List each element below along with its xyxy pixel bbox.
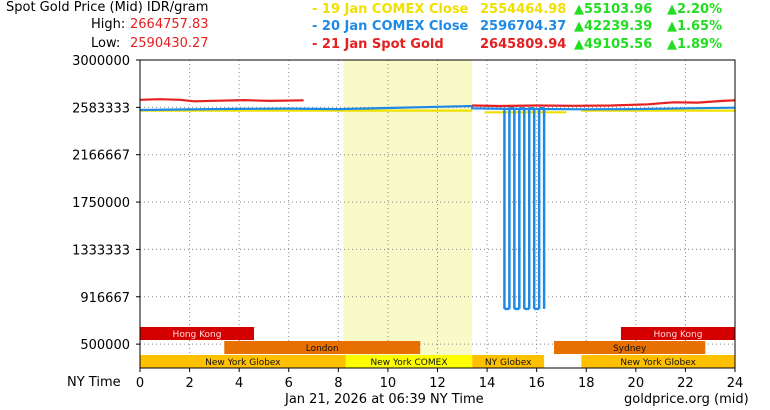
session-bar [140, 327, 255, 340]
series-line-3 [139, 98, 736, 108]
session-bar [620, 327, 735, 340]
session-label: New York Globex [205, 358, 281, 368]
y-tick-label: 916667 [80, 291, 130, 306]
x-tick-label: 8 [334, 376, 342, 391]
y-tick-label: 2583333 [72, 101, 130, 116]
session-label: London [306, 344, 339, 354]
source-credit: goldprice.org (mid) [624, 392, 749, 407]
x-tick-label: 16 [528, 376, 545, 391]
session-bar [140, 355, 346, 368]
x-tick-label: 0 [136, 376, 144, 391]
x-tick-label: 12 [429, 376, 446, 391]
legend-change-20jan: ▲42239.39 [574, 19, 653, 34]
y-tick-label: 2166667 [72, 149, 130, 164]
series-line-2 [139, 104, 736, 112]
session-bar [224, 341, 421, 354]
legend-pct-21jan: ▲1.89% [667, 37, 723, 52]
session-bar [472, 355, 545, 368]
session-label: Hong Kong [654, 330, 703, 340]
session-bar [554, 341, 706, 354]
x-axis-title: NY Time [67, 375, 121, 390]
low-label: Low: [91, 36, 121, 51]
y-tick-label: 3000000 [72, 54, 130, 69]
low-value: 2590430.27 [130, 36, 209, 51]
x-tick-label: 14 [479, 376, 496, 391]
session-label: NY Globex [485, 358, 532, 368]
x-tick-label: 4 [235, 376, 243, 391]
legend-label-21jan: - 21 Jan Spot Gold [312, 37, 444, 52]
legend-change-21jan: ▲49105.56 [574, 37, 653, 52]
y-tick-label: 500000 [80, 338, 130, 353]
legend-pct-20jan: ▲1.65% [667, 19, 723, 34]
legend-value-21jan: 2645809.94 [480, 37, 567, 52]
legend-value-20jan: 2596704.37 [480, 19, 567, 34]
session-bar [345, 355, 473, 368]
y-tick-label: 1750000 [72, 196, 130, 211]
session-label: New York Globex [620, 358, 696, 368]
x-tick-label: 6 [285, 376, 293, 391]
y-tick-label: 1333333 [72, 243, 130, 258]
session-label: New York COMEX [370, 358, 447, 368]
x-tick-label: 24 [727, 376, 744, 391]
legend-change-19jan: ▲55103.96 [574, 2, 653, 17]
session-label: Hong Kong [173, 330, 222, 340]
chart-title: Spot Gold Price (Mid) IDR/gram [6, 0, 209, 15]
legend-label-19jan: - 19 Jan COMEX Close [312, 2, 469, 17]
high-value: 2664757.83 [130, 17, 209, 32]
legend-pct-19jan: ▲2.20% [667, 2, 723, 17]
x-tick-label: 20 [628, 376, 645, 391]
high-label: High: [91, 17, 126, 32]
session-bar [581, 355, 735, 368]
x-tick-label: 10 [380, 376, 397, 391]
x-tick-label: 18 [578, 376, 595, 391]
legend-label-20jan: - 20 Jan COMEX Close [312, 19, 469, 34]
timestamp: Jan 21, 2026 at 06:39 NY Time [285, 392, 484, 407]
x-tick-label: 2 [185, 376, 193, 391]
legend-value-19jan: 2554464.98 [480, 2, 567, 17]
x-tick-label: 22 [677, 376, 694, 391]
session-label: Sydney [613, 344, 647, 354]
